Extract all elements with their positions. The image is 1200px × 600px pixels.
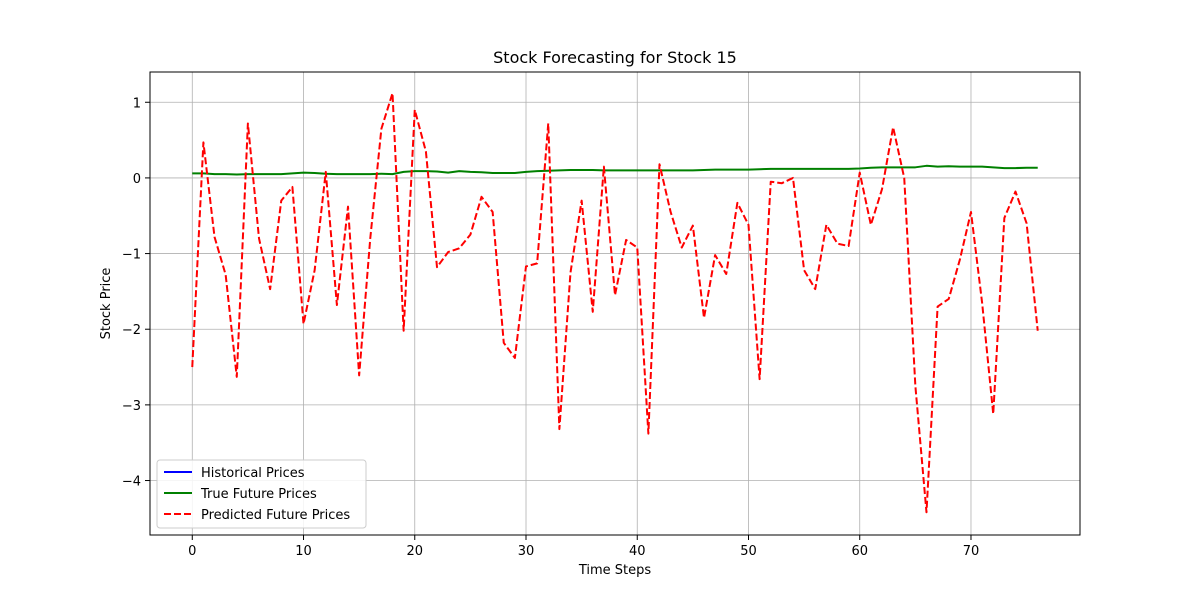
series-line-predicted-future-prices <box>191 92 1039 514</box>
legend-label: Predicted Future Prices <box>201 508 350 523</box>
x-tick-label: 30 <box>518 544 535 559</box>
x-tick-label: 20 <box>406 544 423 559</box>
x-tick-label: 60 <box>851 544 868 559</box>
legend-box <box>156 459 367 529</box>
legend-label: Historical Prices <box>201 466 305 481</box>
axis-ticks: 0 10 20 30 40 50 60 70 −4 −3 −2 −1 0 1 <box>122 96 979 559</box>
y-tick-label: 1 <box>133 96 141 111</box>
x-tick-label: 0 <box>188 544 196 559</box>
y-tick-label: −1 <box>122 248 141 263</box>
x-tick-label: 50 <box>740 544 757 559</box>
x-tick-label: 70 <box>963 544 980 559</box>
plot-frame <box>149 71 1081 536</box>
y-tick-label: −2 <box>122 323 141 338</box>
y-tick-label: −4 <box>122 475 141 490</box>
legend: Historical Prices True Future Prices Predi… <box>156 459 367 529</box>
chart-title: Stock Forecasting for Stock 15 <box>493 48 737 67</box>
x-tick-label: 10 <box>295 544 312 559</box>
x-axis-label: Time Steps <box>578 563 652 578</box>
y-axis-label: Stock Price <box>99 268 114 340</box>
legend-label: True Future Prices <box>200 487 317 502</box>
y-tick-label: −3 <box>122 399 141 414</box>
series-lines <box>191 92 1039 514</box>
x-tick-label: 40 <box>629 544 646 559</box>
y-tick-label: 0 <box>133 172 141 187</box>
series-line-true-future-prices <box>192 164 1038 176</box>
